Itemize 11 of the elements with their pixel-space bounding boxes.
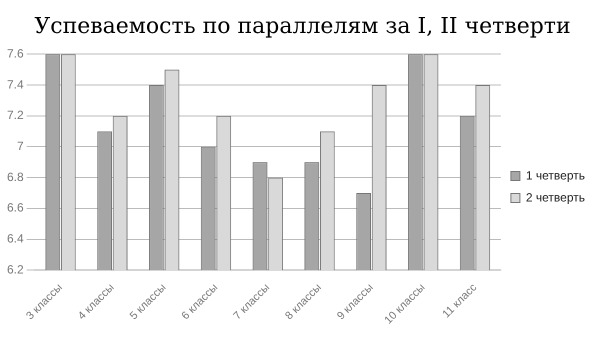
y-tick-label: 6.2 xyxy=(6,262,24,276)
legend-label: 2 четверть xyxy=(526,190,586,204)
legend-label: 1 четверть xyxy=(526,168,586,182)
y-tick-label: 7.2 xyxy=(6,108,24,122)
y-tick-label: 6.6 xyxy=(6,200,24,215)
y-tick-label: 7.4 xyxy=(6,77,24,92)
y-tick-label: 6.4 xyxy=(6,232,24,246)
y-tick-label: 7 xyxy=(16,139,24,154)
chart-title: Успеваемость по параллелям за I, II четверти xyxy=(33,14,572,41)
y-tick-label: 7.6 xyxy=(6,46,24,61)
y-tick-label: 6.8 xyxy=(6,170,24,184)
